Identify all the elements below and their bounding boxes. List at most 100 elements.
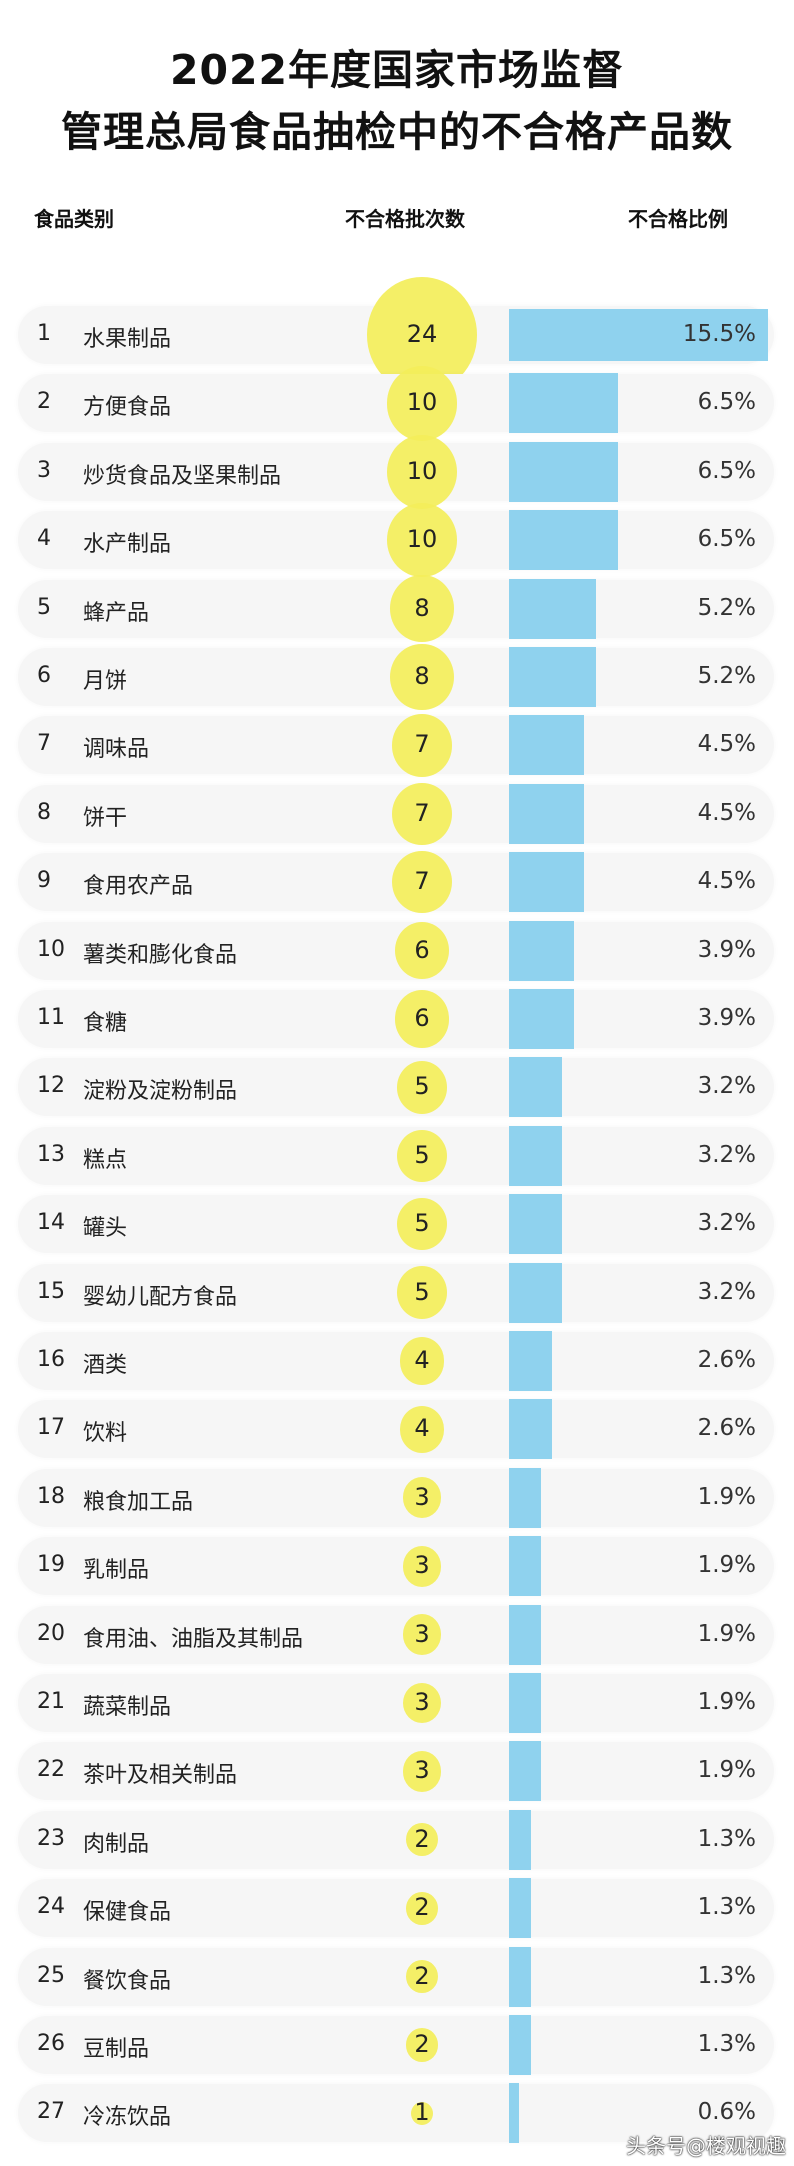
count-bubble [402,1614,442,1655]
ratio-value: 6.5% [697,457,756,484]
chart-title-line1: 2022年度国家市场监督 [169,46,625,94]
count-bubble [394,990,450,1048]
ratio-value: 3.9% [697,1005,756,1031]
ratio-value: 3.2% [697,1073,756,1100]
category-name: 水果制品 [83,327,172,352]
category-name: 食糖 [83,1011,128,1036]
count-value: 6 [414,935,430,964]
count-bubble [406,1959,438,1994]
row-rank: 21 [37,1689,65,1714]
table-row [18,1468,774,1527]
ratio-value: 1.3% [697,1962,756,1989]
row-rank: 3 [37,457,51,483]
table-row [18,1742,774,1801]
ratio-bar [509,1262,563,1323]
category-name: 食用农产品 [83,874,194,900]
row-rank: 8 [37,799,51,825]
ratio-bar [509,1057,563,1118]
row-rank: 27 [37,2099,65,2125]
category-name: 冷冻饮品 [83,2105,172,2131]
ratio-value: 3.9% [697,936,756,963]
count-value: 3 [414,1482,430,1511]
row-rank: 5 [37,594,51,620]
category-name: 蔬菜制品 [83,1695,172,1720]
ratio-value: 6.5% [697,526,756,553]
row-rank: 16 [37,1347,65,1372]
category-name: 肉制品 [83,1831,150,1857]
count-value: 2 [414,1893,430,1922]
table-row [18,1400,774,1459]
category-name: 酒类 [83,1353,128,1378]
ratio-bar [509,1467,541,1528]
ratio-bar [509,1946,531,2007]
count-value: 10 [406,525,438,554]
ratio-bar [509,920,575,981]
count-value: 4 [414,1346,430,1374]
category-name: 淀粉及淀粉制品 [83,1079,238,1105]
count-value: 3 [414,1688,430,1716]
count-value: 3 [414,1756,430,1785]
count-bubble [402,1682,442,1724]
ratio-value: 4.5% [697,868,756,895]
count-bubble [399,1405,445,1453]
count-bubble [390,643,454,711]
category-name: 豆制品 [83,2037,150,2062]
count-value: 7 [414,867,430,896]
row-rank: 4 [37,526,51,552]
category-name: 餐饮食品 [83,1968,172,1994]
ratio-value: 1.9% [697,1689,756,1715]
count-value: 8 [414,662,430,690]
row-rank: 18 [37,1483,65,1509]
ratio-value: 4.5% [697,731,756,758]
count-value: 6 [414,1004,430,1032]
count-bubble [406,1891,438,1925]
column-header-ratio: 不合格比例 [628,207,728,231]
row-rank: 22 [37,1757,65,1783]
table-row [18,1674,774,1732]
count-value: 3 [414,1551,430,1580]
count-value: 1 [414,2098,430,2127]
row-rank: 24 [37,1894,65,1920]
ratio-bar [509,1194,563,1255]
table-row [18,1879,774,1938]
row-rank: 11 [37,1005,65,1030]
ratio-bar [509,989,575,1049]
count-value: 7 [414,730,430,759]
count-bubble [406,2028,438,2062]
ratio-value: 5.2% [697,663,756,689]
row-rank: 9 [37,868,51,894]
count-bubble [402,1545,442,1587]
row-rank: 20 [37,1620,65,1646]
category-name: 保健食品 [83,1900,172,1926]
ratio-value: 1.9% [697,1757,756,1784]
chart-title-line2: 管理总局食品抽检中的不合格产品数 [61,108,733,156]
count-value: 2 [414,1961,430,1990]
row-rank: 15 [37,1278,65,1304]
ratio-bar [509,1125,563,1186]
count-bubble [396,1129,448,1183]
count-value: 10 [406,456,438,485]
ratio-bar [509,510,618,571]
row-rank: 13 [37,1141,65,1167]
row-rank: 25 [37,1962,65,1988]
ratio-value: 1.9% [697,1620,756,1647]
ratio-bar [509,441,618,502]
category-name: 饮料 [83,1421,128,1447]
count-bubble [396,1266,448,1319]
column-header-category: 食品类别 [34,207,114,231]
ratio-bar [509,715,585,776]
ratio-bar [509,1741,541,1802]
row-rank: 17 [37,1415,65,1441]
count-bubble [410,2101,434,2126]
table-row [18,1537,774,1596]
count-value: 10 [406,388,438,417]
row-rank: 7 [37,731,51,757]
category-name: 月饼 [83,669,128,694]
count-bubble [396,1061,448,1114]
category-name: 罐头 [83,1216,128,1242]
table-row [18,2016,774,2074]
table-row [18,2084,774,2143]
ratio-value: 1.9% [697,1483,756,1510]
ratio-value: 5.2% [697,594,756,621]
table-row [18,1195,774,1254]
